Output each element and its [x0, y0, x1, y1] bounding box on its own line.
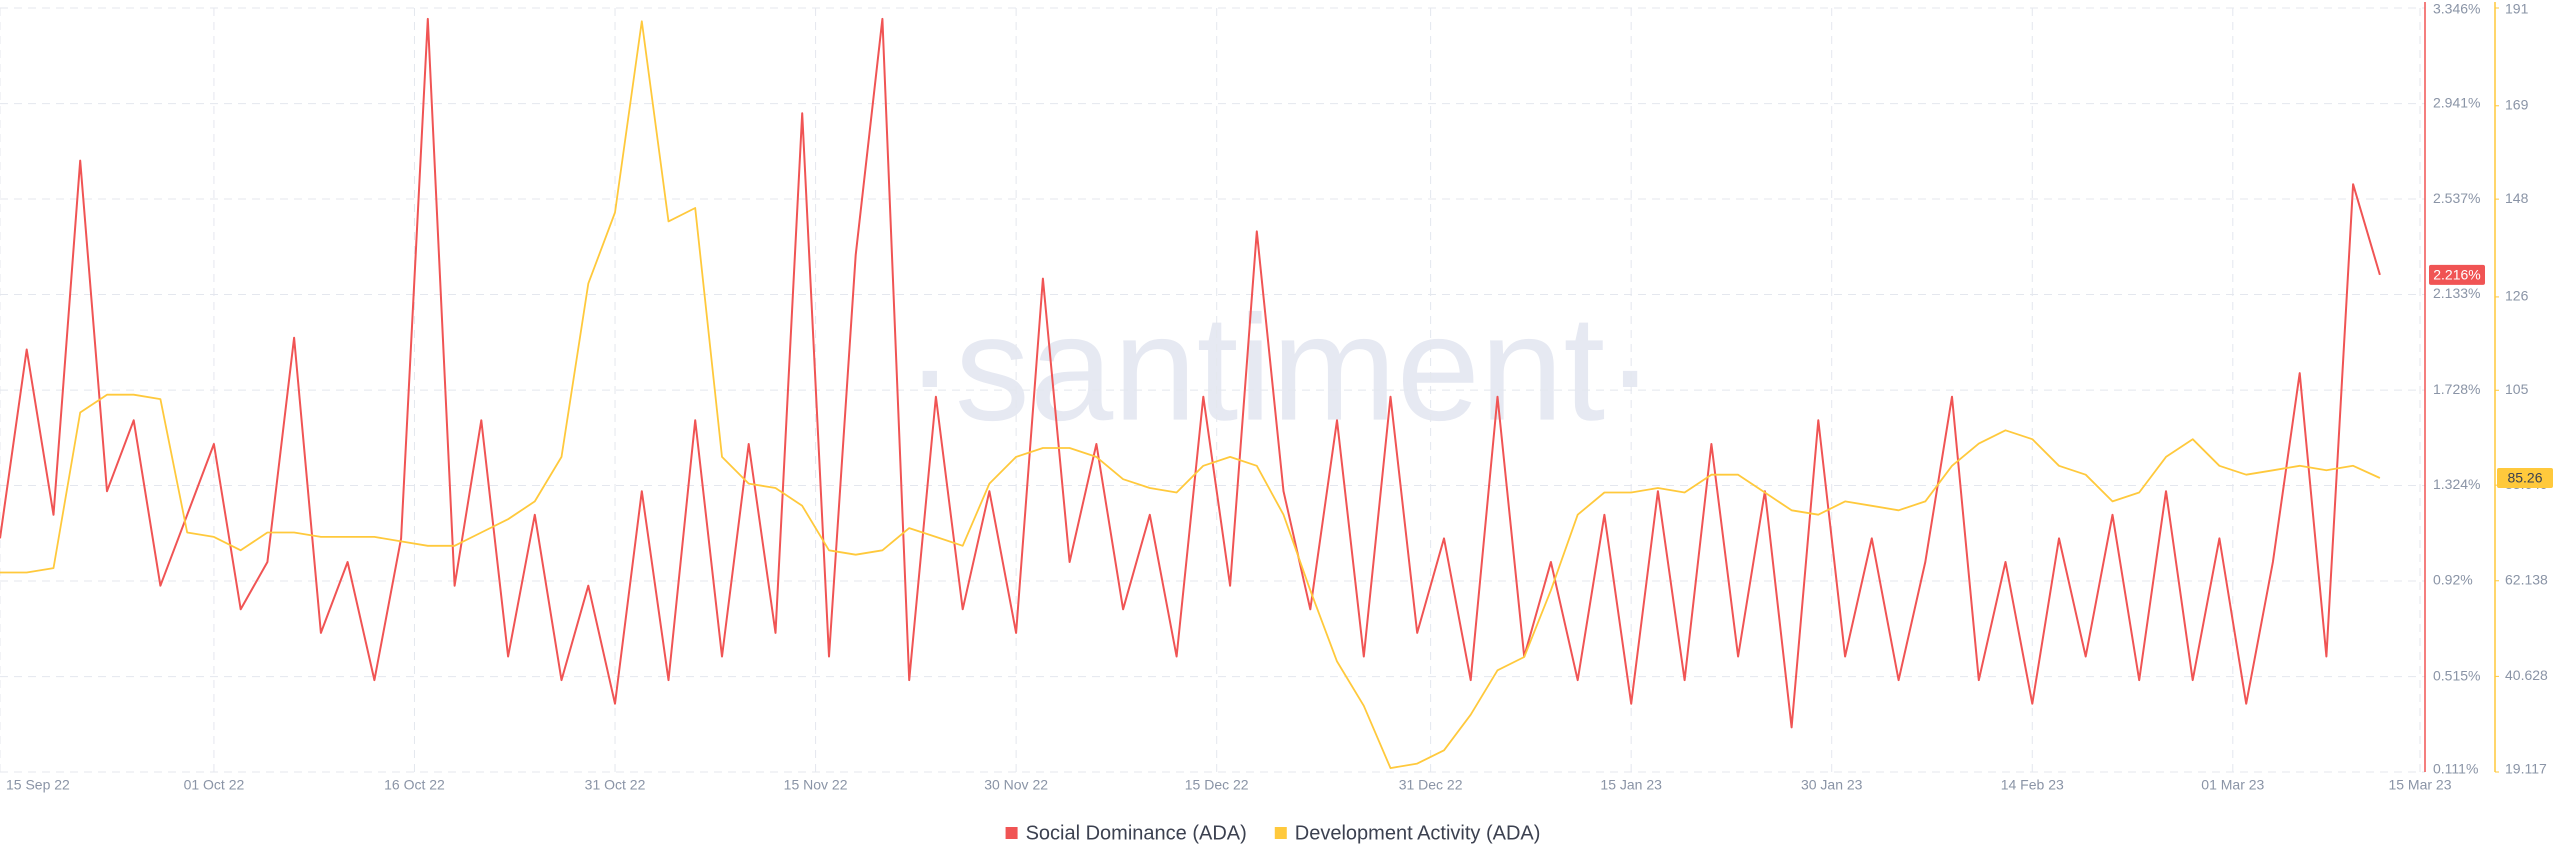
y2-tick-label: 126: [2505, 288, 2529, 304]
y2-tick-label: 19.117: [2505, 761, 2547, 777]
legend-label: Development Activity (ADA): [1295, 822, 1541, 844]
series-line: [0, 17, 2381, 729]
y-tick-label: 0.111%: [2433, 761, 2478, 777]
legend-label: Social Dominance (ADA): [1026, 822, 1247, 844]
x-tick-label: 15 Dec 22: [1185, 777, 1249, 793]
x-tick-label: 01 Oct 22: [184, 777, 245, 793]
y-tick-label: 0.515%: [2433, 667, 2480, 683]
current-value-badge: [2497, 468, 2553, 489]
series-line: [0, 20, 2381, 769]
y2-tick-label: 40.628: [2505, 667, 2548, 683]
y-tick-label: 3.346%: [2433, 1, 2480, 17]
legend-swatch: [1274, 827, 1287, 839]
current-value-label: 2.216%: [2433, 267, 2480, 283]
y-tick-label: 2.133%: [2433, 285, 2480, 301]
x-tick-label: 14 Feb 23: [2001, 777, 2064, 793]
x-tick-label: 15 Sep 22: [6, 777, 70, 793]
current-value-label: 85.26: [2507, 470, 2542, 486]
y2-tick-label: 105: [2505, 381, 2529, 397]
y-tick-label: 2.537%: [2433, 190, 2480, 206]
y2-tick-label: 62.138: [2505, 571, 2548, 587]
legend: Social Dominance (ADA) Development Activi…: [1005, 822, 1541, 844]
current-value-badge: [2429, 264, 2485, 285]
y-tick-label: 0.92%: [2433, 572, 2473, 588]
y-tick-label: 1.324%: [2433, 476, 2480, 492]
y2-tick-label: 169: [2505, 96, 2529, 112]
x-tick-label: 30 Jan 23: [1801, 777, 1863, 793]
y-tick-label: 2.941%: [2433, 94, 2480, 110]
x-tick-label: 15 Nov 22: [784, 777, 848, 793]
legend-swatch: [1005, 827, 1018, 839]
x-tick-label: 15 Mar 23: [2388, 777, 2451, 793]
x-tick-label: 31 Oct 22: [585, 777, 646, 793]
x-tick-label: 31 Dec 22: [1399, 777, 1463, 793]
y-tick-label: 1.728%: [2433, 381, 2480, 397]
x-tick-label: 16 Oct 22: [384, 777, 445, 793]
y2-tick-label: 191: [2505, 1, 2529, 17]
watermark: ·santiment·: [905, 284, 1655, 452]
x-tick-label: 01 Mar 23: [2201, 777, 2264, 793]
y2-tick-label: 148: [2505, 190, 2529, 206]
x-tick-label: 15 Jan 23: [1600, 777, 1662, 793]
x-tick-label: 30 Nov 22: [984, 777, 1048, 793]
